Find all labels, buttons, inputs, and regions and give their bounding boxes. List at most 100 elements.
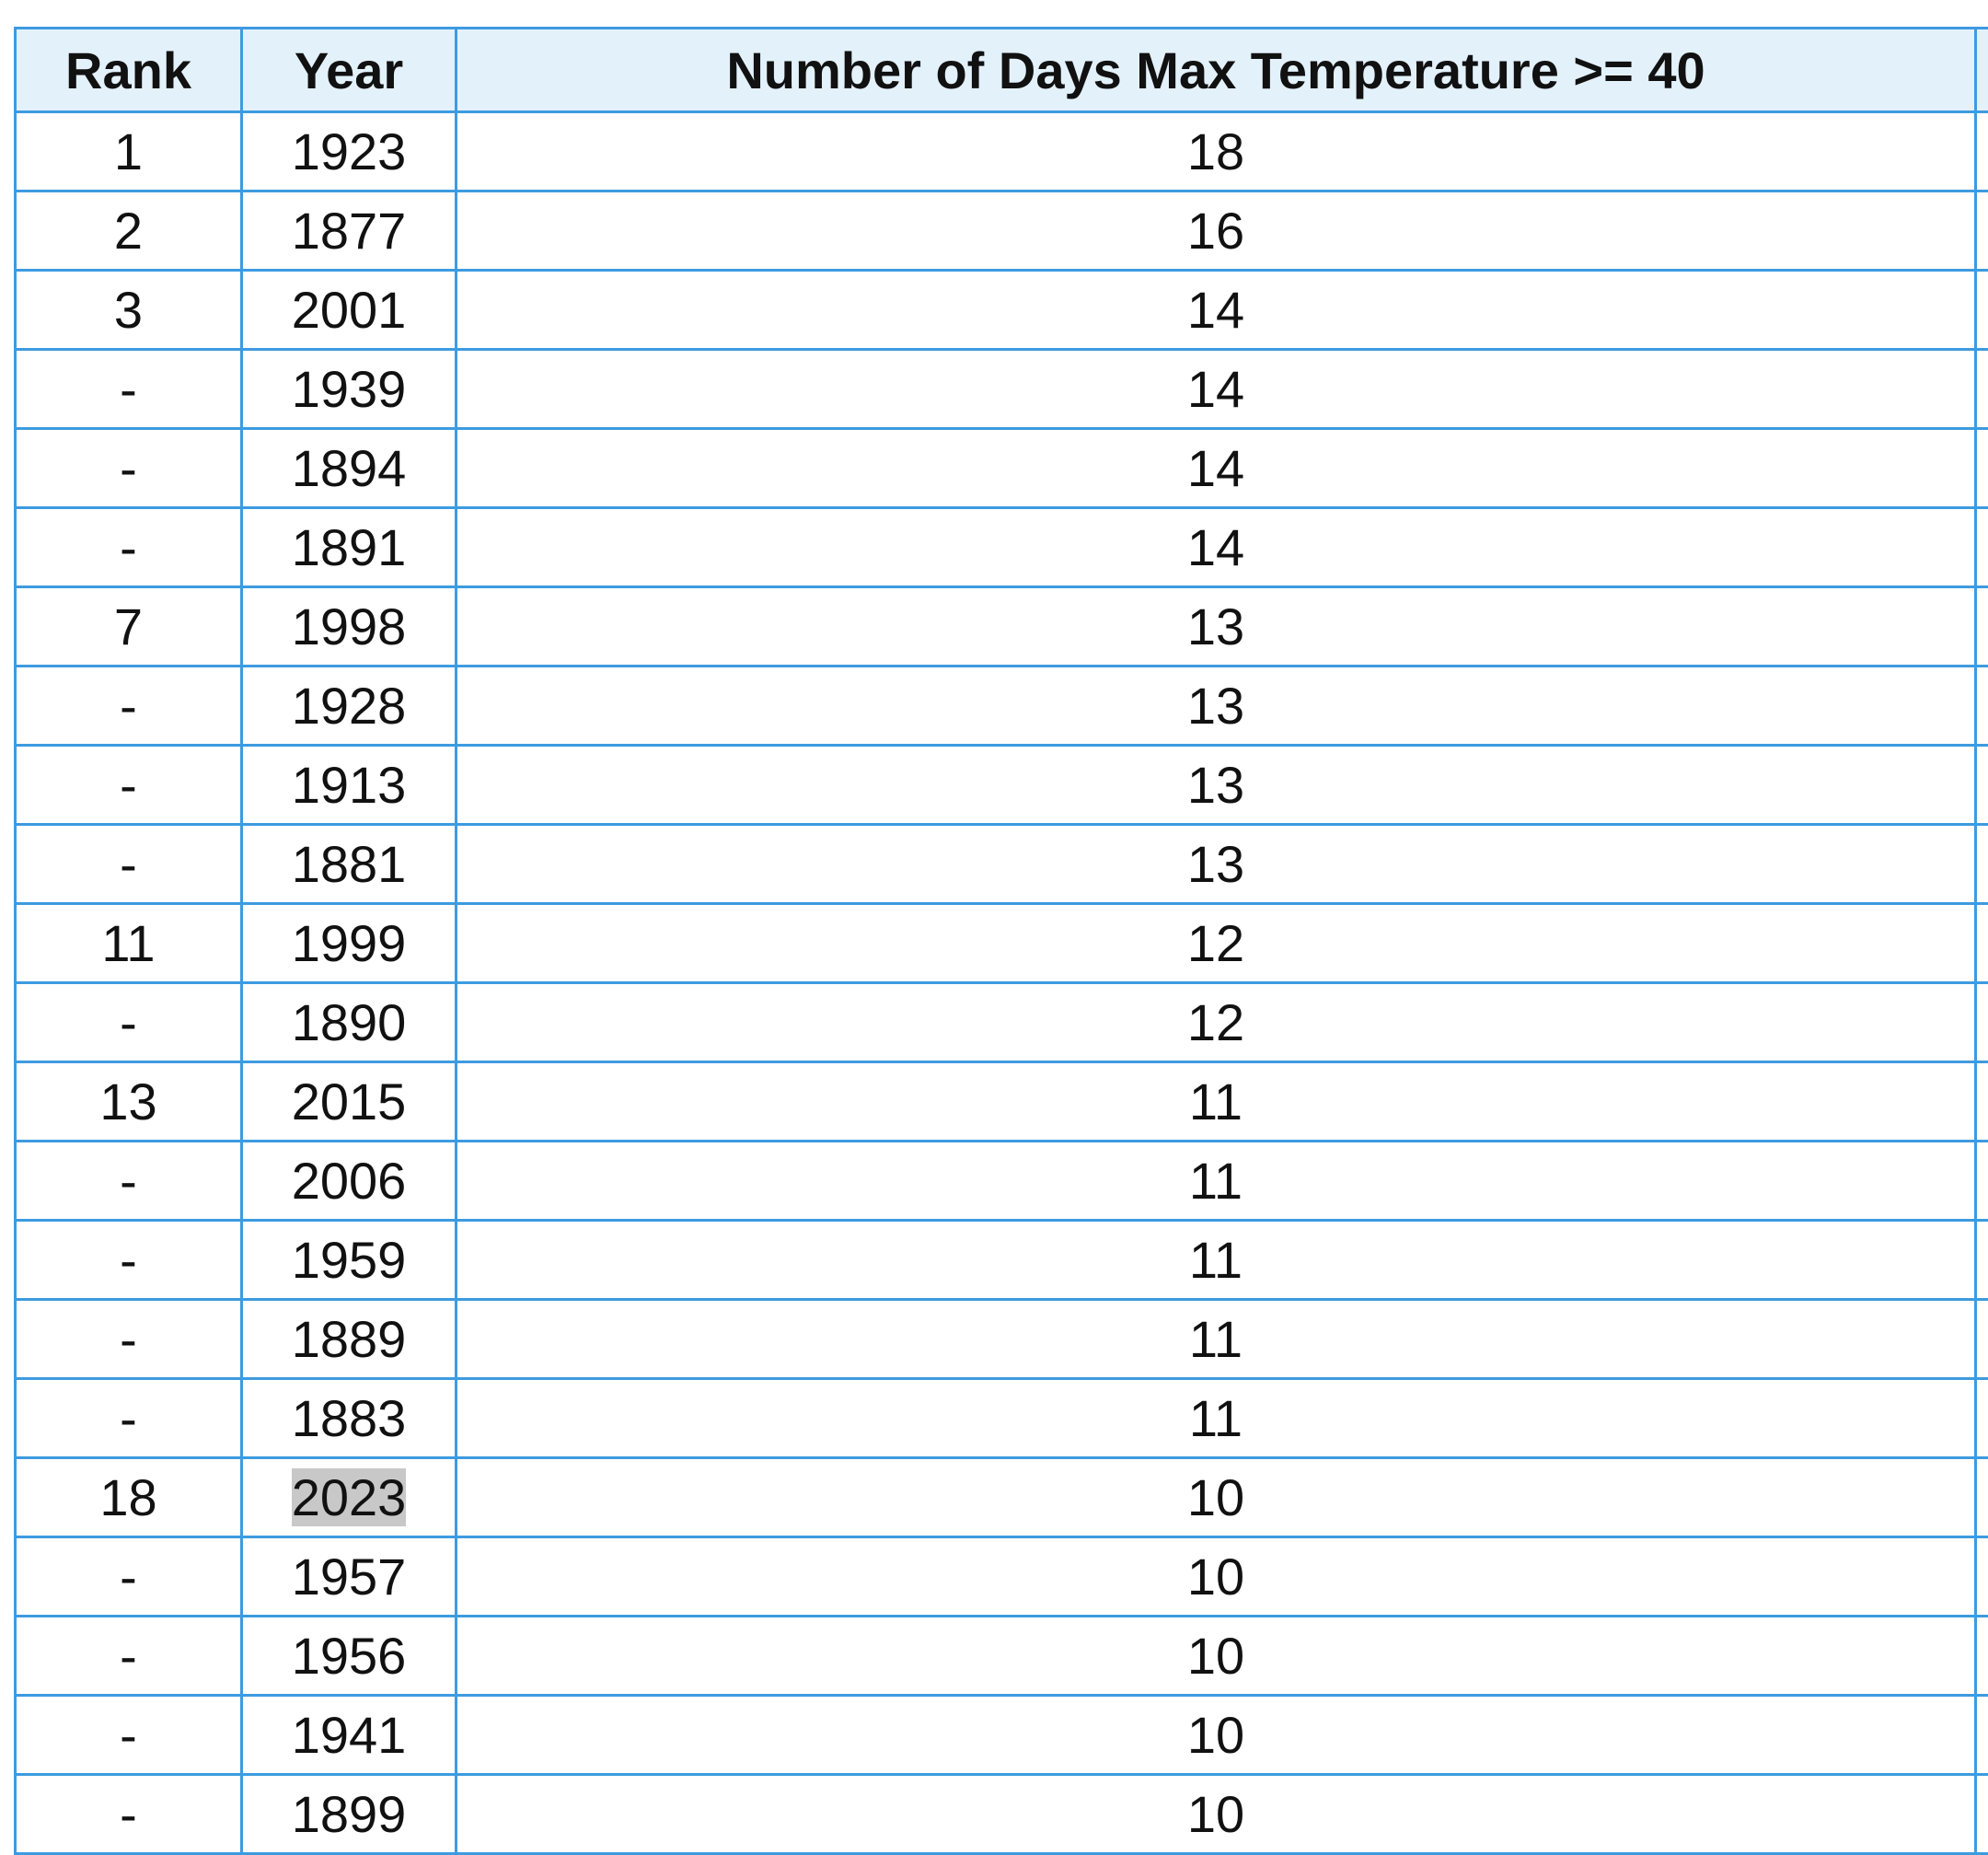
days-cell-text: 10 — [1187, 1627, 1244, 1685]
rank-cell: - — [16, 508, 242, 587]
year-cell-text: 1899 — [292, 1785, 407, 1843]
rank-cell-text: - — [120, 835, 137, 893]
rank-cell-text: - — [120, 756, 137, 814]
rank-cell: 13 — [16, 1062, 242, 1142]
year-cell-text: 1928 — [292, 677, 407, 735]
extra-cell — [1976, 191, 1988, 271]
rank-cell-text: 1 — [114, 122, 143, 180]
rank-cell-text: - — [120, 1706, 137, 1764]
header-rank[interactable]: Rank — [16, 29, 242, 112]
table-row: - 1889 11 — [16, 1300, 1988, 1379]
rank-cell-text: - — [120, 1152, 137, 1210]
year-cell: 1894 — [242, 429, 457, 508]
year-cell: 1891 — [242, 508, 457, 587]
days-cell: 10 — [457, 1696, 1976, 1775]
days-cell-text: 16 — [1187, 202, 1244, 260]
rank-cell: 7 — [16, 587, 242, 667]
year-cell-text: 1889 — [292, 1310, 407, 1368]
year-cell-text: 1941 — [292, 1706, 407, 1764]
rank-cell-text: 7 — [114, 597, 143, 655]
year-cell: 1923 — [242, 112, 457, 191]
rank-cell-text: - — [120, 360, 137, 418]
days-cell-text: 11 — [1189, 1310, 1242, 1368]
days-cell: 13 — [457, 825, 1976, 904]
days-cell: 13 — [457, 667, 1976, 746]
header-days[interactable]: Number of Days Max Temperature >= 40 — [457, 29, 1976, 112]
table-row: -1894 14 — [16, 429, 1988, 508]
rank-cell-text: - — [120, 1548, 137, 1606]
rank-cell: 2 — [16, 191, 242, 271]
extra-cell — [1976, 112, 1988, 191]
rank-cell: 11 — [16, 904, 242, 983]
table-row: 13 2015 11 — [16, 1062, 1988, 1142]
days-cell: 10 — [457, 1775, 1976, 1854]
year-cell: 1959 — [242, 1221, 457, 1300]
days-cell-text: 13 — [1187, 597, 1244, 655]
rank-cell-text: - — [120, 1389, 137, 1447]
year-cell-text: 1894 — [292, 439, 407, 497]
extra-cell — [1976, 904, 1988, 983]
rank-cell: 1 — [16, 112, 242, 191]
year-cell-text: 2006 — [292, 1152, 407, 1210]
year-cell-text: 1957 — [292, 1548, 407, 1606]
rank-cell-text: 18 — [99, 1468, 156, 1526]
year-cell-text: 1883 — [292, 1389, 407, 1447]
rank-cell: - — [16, 1142, 242, 1221]
days-cell-text: 13 — [1187, 756, 1244, 814]
year-cell: 1877 — [242, 191, 457, 271]
year-cell: 1883 — [242, 1379, 457, 1458]
table-row: 18 2023 10 — [16, 1458, 1988, 1537]
rank-cell: - — [16, 429, 242, 508]
header-extra — [1976, 29, 1988, 112]
extra-cell — [1976, 1221, 1988, 1300]
days-cell: 11 — [457, 1062, 1976, 1142]
year-cell-text: 2015 — [292, 1072, 407, 1130]
year-cell: 1899 — [242, 1775, 457, 1854]
days-cell-text: 11 — [1189, 1072, 1242, 1130]
days-cell-text: 11 — [1189, 1231, 1242, 1289]
extra-cell — [1976, 508, 1988, 587]
table-row: -1959 11 — [16, 1221, 1988, 1300]
rank-cell: - — [16, 1221, 242, 1300]
days-cell: 14 — [457, 429, 1976, 508]
rank-cell: - — [16, 983, 242, 1062]
days-cell: 11 — [457, 1379, 1976, 1458]
extra-cell — [1976, 1537, 1988, 1617]
rank-cell: - — [16, 1696, 242, 1775]
days-cell-text: 11 — [1189, 1389, 1242, 1447]
table-row: - 1941 10 — [16, 1696, 1988, 1775]
days-cell-text: 14 — [1187, 439, 1244, 497]
days-cell: 14 — [457, 508, 1976, 587]
extra-cell — [1976, 1696, 1988, 1775]
rank-cell-text: - — [120, 677, 137, 735]
days-cell-text: 10 — [1187, 1706, 1244, 1764]
year-cell-text: 2023 — [292, 1468, 407, 1526]
days-cell-text: 14 — [1187, 360, 1244, 418]
days-cell-text: 12 — [1187, 914, 1244, 972]
rank-cell: - — [16, 825, 242, 904]
header-year[interactable]: Year — [242, 29, 457, 112]
year-cell-text: 1890 — [292, 993, 407, 1051]
ranking-table: Rank Year Number of Days Max Temperature… — [14, 27, 1988, 1855]
year-cell: 1941 — [242, 1696, 457, 1775]
year-cell: 2006 — [242, 1142, 457, 1221]
extra-cell — [1976, 983, 1988, 1062]
days-cell-text: 13 — [1187, 677, 1244, 735]
days-cell: 12 — [457, 904, 1976, 983]
rank-cell-text: - — [120, 518, 137, 576]
rank-cell-text: - — [120, 1310, 137, 1368]
rank-cell: - — [16, 1617, 242, 1696]
year-cell: 1890 — [242, 983, 457, 1062]
days-cell-text: 10 — [1187, 1468, 1244, 1526]
rank-cell: 18 — [16, 1458, 242, 1537]
days-cell: 11 — [457, 1221, 1976, 1300]
